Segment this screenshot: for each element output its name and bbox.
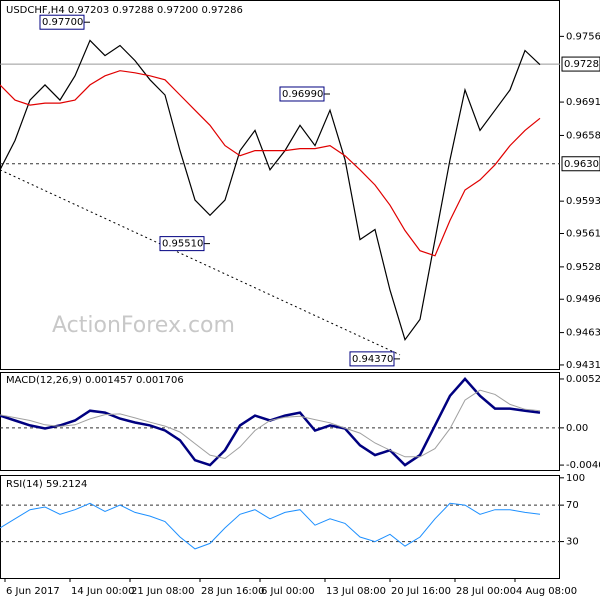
x-tick-label: 4 Aug 08:00 xyxy=(516,586,577,597)
annotation-label: 0.94370 xyxy=(352,354,393,365)
x-tick-label: 28 Jul 00:00 xyxy=(456,586,516,597)
annotation-label: 0.95510 xyxy=(162,239,203,250)
series-line xyxy=(0,39,541,342)
annotation-box xyxy=(159,236,205,252)
series-line xyxy=(0,389,541,460)
watermark: ActionForex.com xyxy=(52,313,235,338)
annotation-box xyxy=(279,86,325,102)
y-tick-label: 30 xyxy=(566,537,579,548)
y-tick-label: 0.00 xyxy=(566,423,588,434)
price-panel xyxy=(0,0,560,370)
x-tick-label: 13 Jul 08:00 xyxy=(326,586,386,597)
y-tick-label: 100 xyxy=(566,473,585,484)
y-tick-label: -0.004011 xyxy=(566,460,600,471)
annotation-label: 0.97700 xyxy=(42,17,83,28)
macd-title: MACD(12,26,9) 0.001457 0.001706 xyxy=(6,375,184,386)
x-tick-label: 21 Jun 08:00 xyxy=(131,586,195,597)
annotation-box xyxy=(39,14,85,30)
trendline xyxy=(0,169,401,356)
series-line xyxy=(0,502,541,550)
y-tick-label: 0.005266 xyxy=(566,374,600,385)
x-tick-label: 28 Jun 16:00 xyxy=(201,586,265,597)
rsi-panel xyxy=(0,475,560,579)
x-tick-label: 20 Jul 16:00 xyxy=(391,586,451,597)
price-title: USDCHF,H4 0.97203 0.97288 0.97200 0.9728… xyxy=(6,5,243,16)
annotation-box xyxy=(349,351,395,367)
macd-panel xyxy=(0,372,560,471)
x-tick-label: 14 Jun 00:00 xyxy=(71,586,135,597)
x-tick-label: 6 Jun 2017 xyxy=(6,586,60,597)
y-tick-label: 70 xyxy=(566,500,579,511)
price-label-box xyxy=(561,156,600,172)
rsi-title: RSI(14) 59.2124 xyxy=(6,479,87,490)
price-label-box xyxy=(561,56,600,72)
series-line xyxy=(0,70,541,257)
x-tick-label: 6 Jul 00:00 xyxy=(261,586,315,597)
annotation-label: 0.96990 xyxy=(282,89,323,100)
price-label: 0.97286 xyxy=(564,59,600,70)
